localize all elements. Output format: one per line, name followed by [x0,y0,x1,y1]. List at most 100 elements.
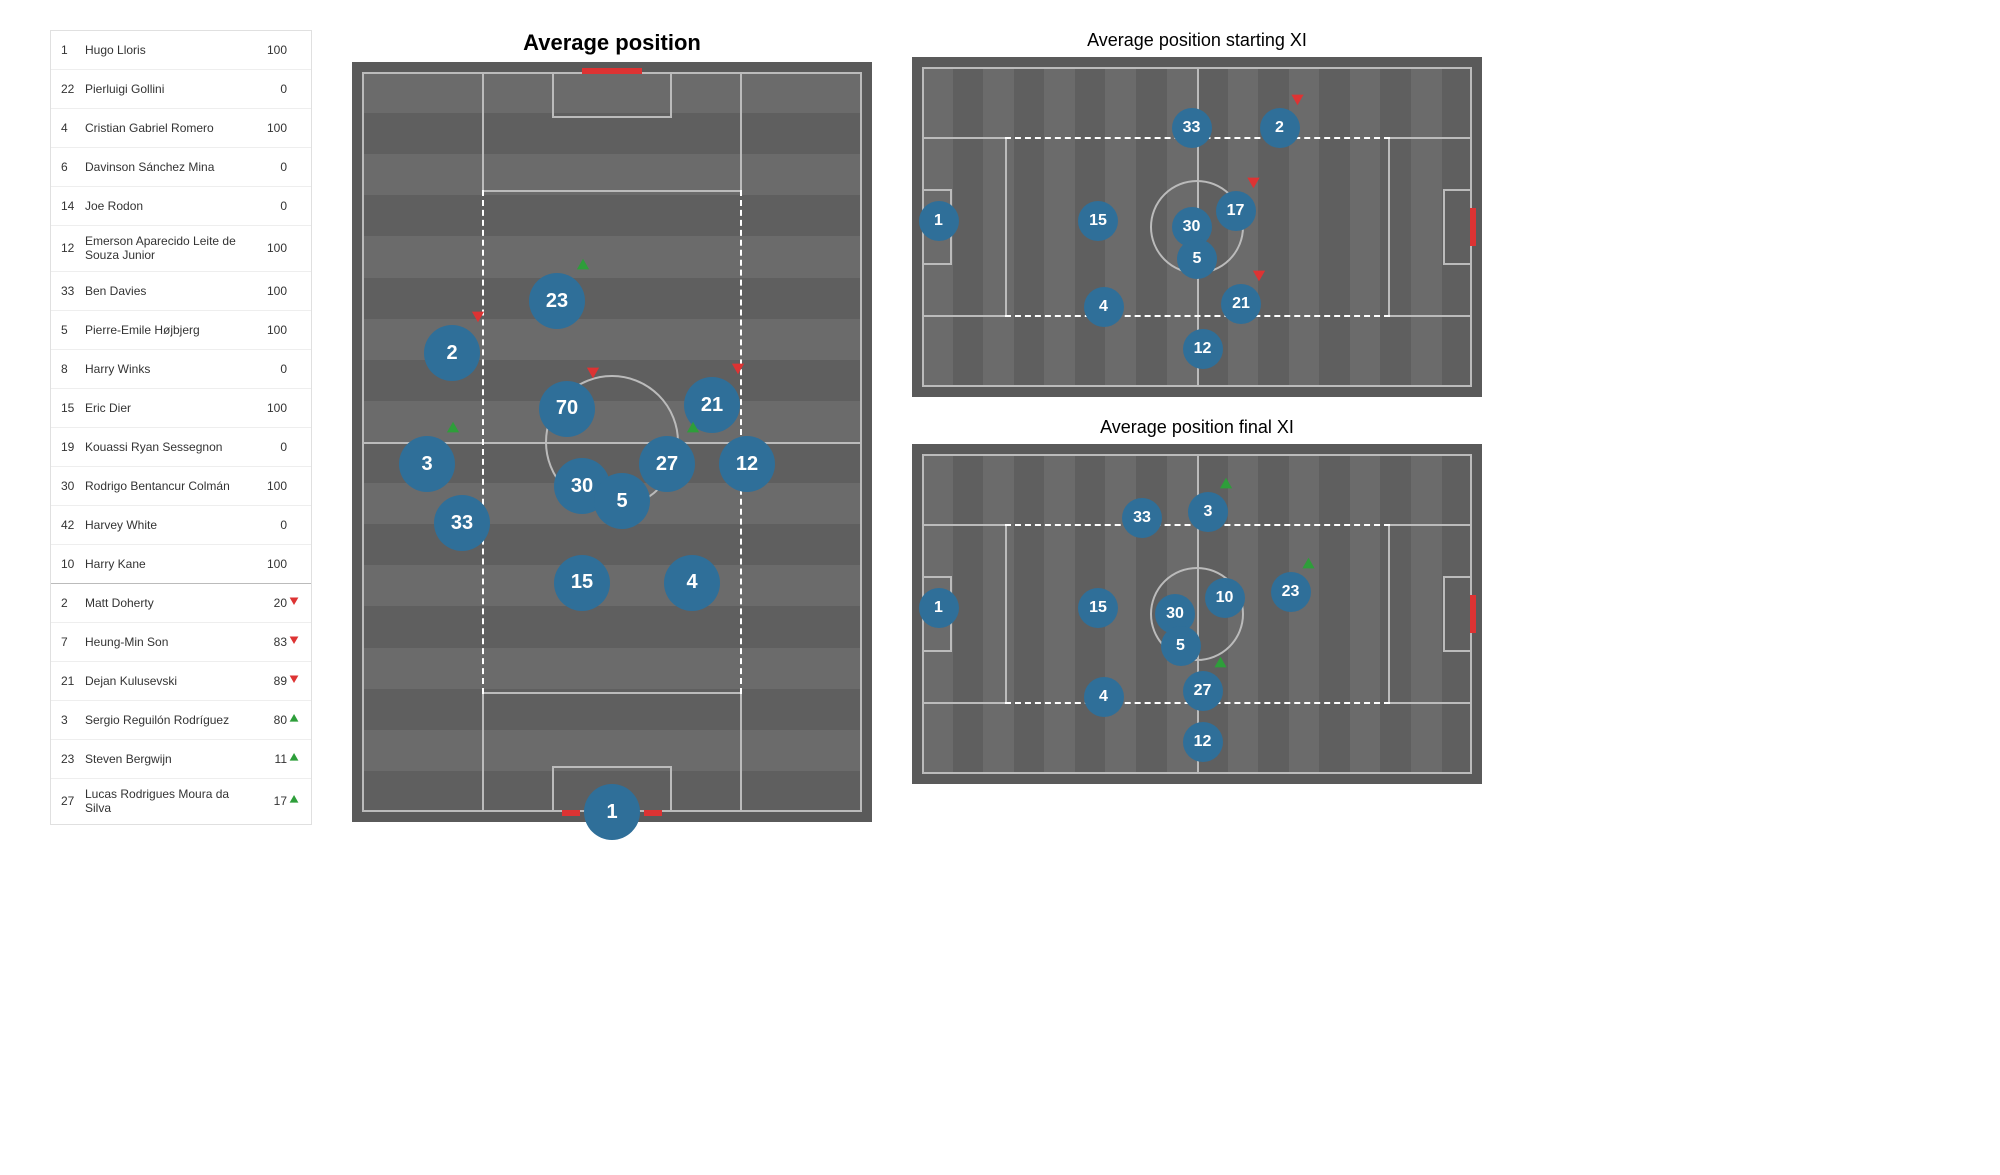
roster-number: 12 [61,241,85,255]
roster-name: Hugo Lloris [85,43,257,57]
roster-row: 10Harry Kane100 [51,545,311,584]
goal-mark-bottom-l [562,810,580,816]
final-pitch-title: Average position final XI [912,417,1482,438]
player-marker: 1 [919,588,959,628]
roster-name: Lucas Rodrigues Moura da Silva [85,787,257,816]
roster-row: 21Dejan Kulusevski89⯆ [51,662,311,701]
roster-name: Davinson Sánchez Mina [85,160,257,174]
roster-value: 17 [257,794,287,808]
roster-number: 19 [61,440,85,454]
player-marker: 10 [1205,578,1245,618]
roster-row: 14Joe Rodon0 [51,187,311,226]
roster-value: 100 [257,43,287,57]
roster-row: 22Pierluigi Gollini0 [51,70,311,109]
roster-value: 89 [257,674,287,688]
player-marker: 23⯅ [529,273,585,329]
six-yard-top [552,72,672,118]
player-marker: 5 [1177,239,1217,279]
player-marker: 12 [1183,722,1223,762]
roster-row: 6Davinson Sánchez Mina0 [51,148,311,187]
roster-name: Ben Davies [85,284,257,298]
goal-right [1470,208,1476,246]
roster-value: 100 [257,241,287,255]
player-marker: 15 [1078,201,1118,241]
player-marker: 33 [1172,108,1212,148]
roster-name: Kouassi Ryan Sessegnon [85,440,257,454]
player-marker: 21⯆ [1221,284,1261,324]
sub-in-arrow-icon: ⯅ [1218,478,1234,492]
roster-value: 0 [257,160,287,174]
sub-out-arrow-icon: ⯆ [470,311,486,325]
roster-number: 5 [61,323,85,337]
roster-arrow-icon: ⯆ [287,674,301,688]
player-marker: 33 [1122,498,1162,538]
sub-in-arrow-icon: ⯅ [685,422,701,436]
roster-name: Pierluigi Gollini [85,82,257,96]
roster-value: 100 [257,401,287,415]
roster-name: Eric Dier [85,401,257,415]
roster-name: Harry Kane [85,557,257,571]
roster-row: 19Kouassi Ryan Sessegnon0 [51,428,311,467]
player-marker: 2⯆ [424,325,480,381]
roster-number: 8 [61,362,85,376]
goal-right [1470,595,1476,633]
roster-number: 27 [61,794,85,808]
roster-number: 3 [61,713,85,727]
player-marker: 15 [1078,588,1118,628]
player-marker: 5 [1161,626,1201,666]
sub-in-arrow-icon: ⯅ [575,259,591,273]
roster-value: 100 [257,284,287,298]
player-marker: 4 [664,555,720,611]
goal-mark-bottom-r [644,810,662,816]
roster-value: 11 [257,752,287,766]
player-marker: 27⯅ [639,436,695,492]
roster-arrow-icon: ⯆ [287,596,301,610]
main-pitch-title: Average position [352,30,872,56]
roster-name: Joe Rodon [85,199,257,213]
roster-value: 100 [257,557,287,571]
roster-row: 8Harry Winks0 [51,350,311,389]
six-yard-right [1443,189,1473,266]
sub-in-arrow-icon: ⯅ [445,422,461,436]
roster-value: 0 [257,518,287,532]
roster-row: 15Eric Dier100 [51,389,311,428]
roster-number: 22 [61,82,85,96]
player-marker: 17⯆ [1216,191,1256,231]
dashed-left [482,190,484,693]
roster-arrow-icon: ⯅ [287,752,301,766]
roster-value: 0 [257,440,287,454]
roster-row: 5Pierre-Emile Højbjerg100 [51,311,311,350]
player-marker: 4 [1084,677,1124,717]
sub-out-arrow-icon: ⯆ [1251,270,1267,284]
roster-number: 30 [61,479,85,493]
roster-row: 12Emerson Aparecido Leite de Souza Junio… [51,226,311,272]
roster-value: 0 [257,82,287,96]
roster-number: 15 [61,401,85,415]
roster-row: 7Heung-Min Son83⯆ [51,623,311,662]
roster-value: 20 [257,596,287,610]
roster-name: Cristian Gabriel Romero [85,121,257,135]
roster-row: 30Rodrigo Bentancur Colmán100 [51,467,311,506]
roster-number: 10 [61,557,85,571]
roster-name: Matt Doherty [85,596,257,610]
player-marker: 3⯅ [399,436,455,492]
roster-arrow-icon: ⯆ [287,635,301,649]
player-marker: 4 [1084,287,1124,327]
player-marker: 3⯅ [1188,492,1228,532]
side-pitches-column: Average position starting XI 332⯆1153017… [912,30,1482,784]
roster-number: 1 [61,43,85,57]
player-marker: 70⯆ [539,381,595,437]
sub-in-arrow-icon: ⯅ [1213,657,1229,671]
roster-table: 1Hugo Lloris10022Pierluigi Gollini04Cris… [50,30,312,825]
roster-number: 2 [61,596,85,610]
roster-number: 14 [61,199,85,213]
player-marker: 1 [919,201,959,241]
roster-number: 42 [61,518,85,532]
player-marker: 33 [434,495,490,551]
player-marker: 5 [594,473,650,529]
six-yard-right [1443,576,1473,653]
sub-out-arrow-icon: ⯆ [585,367,601,381]
roster-name: Steven Bergwijn [85,752,257,766]
roster-row: 27Lucas Rodrigues Moura da Silva17⯅ [51,779,311,824]
roster-name: Harry Winks [85,362,257,376]
